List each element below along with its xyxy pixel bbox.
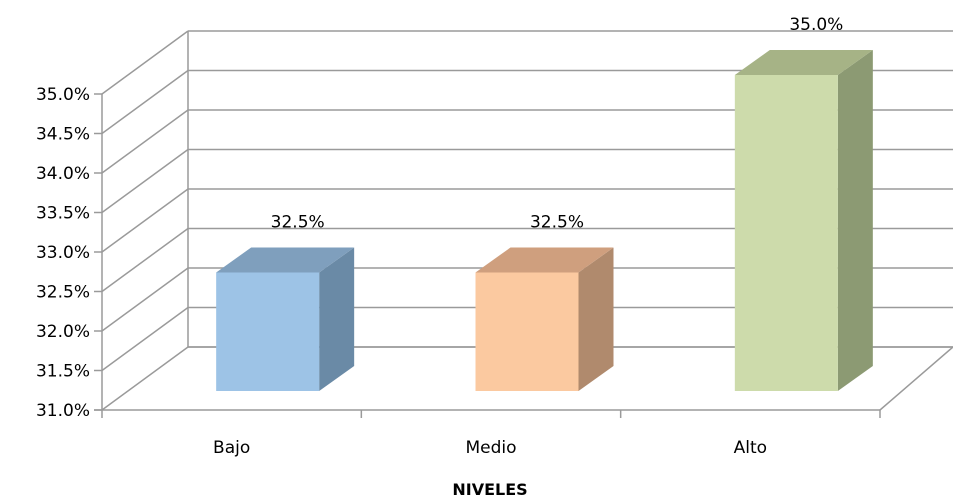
data-label: 32.5% <box>271 213 325 233</box>
data-label: 32.5% <box>530 213 584 233</box>
y-tick-label: 31.5% <box>36 362 90 382</box>
y-tick-label: 32.5% <box>36 283 90 303</box>
gridline-side <box>101 69 189 135</box>
x-tick-label: Medio <box>465 438 516 458</box>
bar-bajo <box>216 247 355 391</box>
y-tick-label: 33.5% <box>36 204 90 224</box>
gridline-side <box>101 306 189 372</box>
gridline-side <box>101 148 189 214</box>
y-tick-label: 34.5% <box>36 125 90 145</box>
gridline-side <box>101 30 189 95</box>
x-axis-title: NIVELES <box>452 480 527 499</box>
gridline-side <box>101 346 189 411</box>
bar-front <box>734 75 838 391</box>
bar-front <box>216 272 320 391</box>
axes <box>94 93 881 418</box>
bar-medio <box>475 247 614 391</box>
y-tick-label: 31.0% <box>36 401 90 421</box>
y-tick-label: 32.0% <box>36 322 90 342</box>
gridline-side <box>101 227 189 293</box>
gridline-side <box>101 109 189 174</box>
data-labels: 32.5% 32.5% 35.0% <box>271 15 844 233</box>
bar-top <box>475 247 614 273</box>
floor-right-edge <box>879 346 953 411</box>
bar-front <box>475 272 579 391</box>
gridline-side <box>101 267 189 332</box>
x-tick-label: Alto <box>734 438 767 458</box>
bar-side <box>837 50 873 391</box>
bar-side <box>319 247 355 391</box>
bar-top <box>734 50 873 75</box>
x-tick-label: Bajo <box>213 438 250 458</box>
bar-side <box>578 247 614 391</box>
bar-alto <box>734 50 873 391</box>
data-label: 35.0% <box>789 15 843 35</box>
y-tick-label: 34.0% <box>36 164 90 184</box>
y-axis-ticks: 31.0% 31.5% 32.0% 32.5% 33.0% 33.5% 34.0% 34.5%… <box>36 85 90 421</box>
gridline-side <box>101 188 189 253</box>
y-tick-label: 35.0% <box>36 85 90 105</box>
x-axis-ticks: Bajo Medio Alto <box>213 438 767 458</box>
y-tick-label: 33.0% <box>36 243 90 263</box>
bar-top <box>216 247 355 273</box>
bars <box>216 50 873 391</box>
